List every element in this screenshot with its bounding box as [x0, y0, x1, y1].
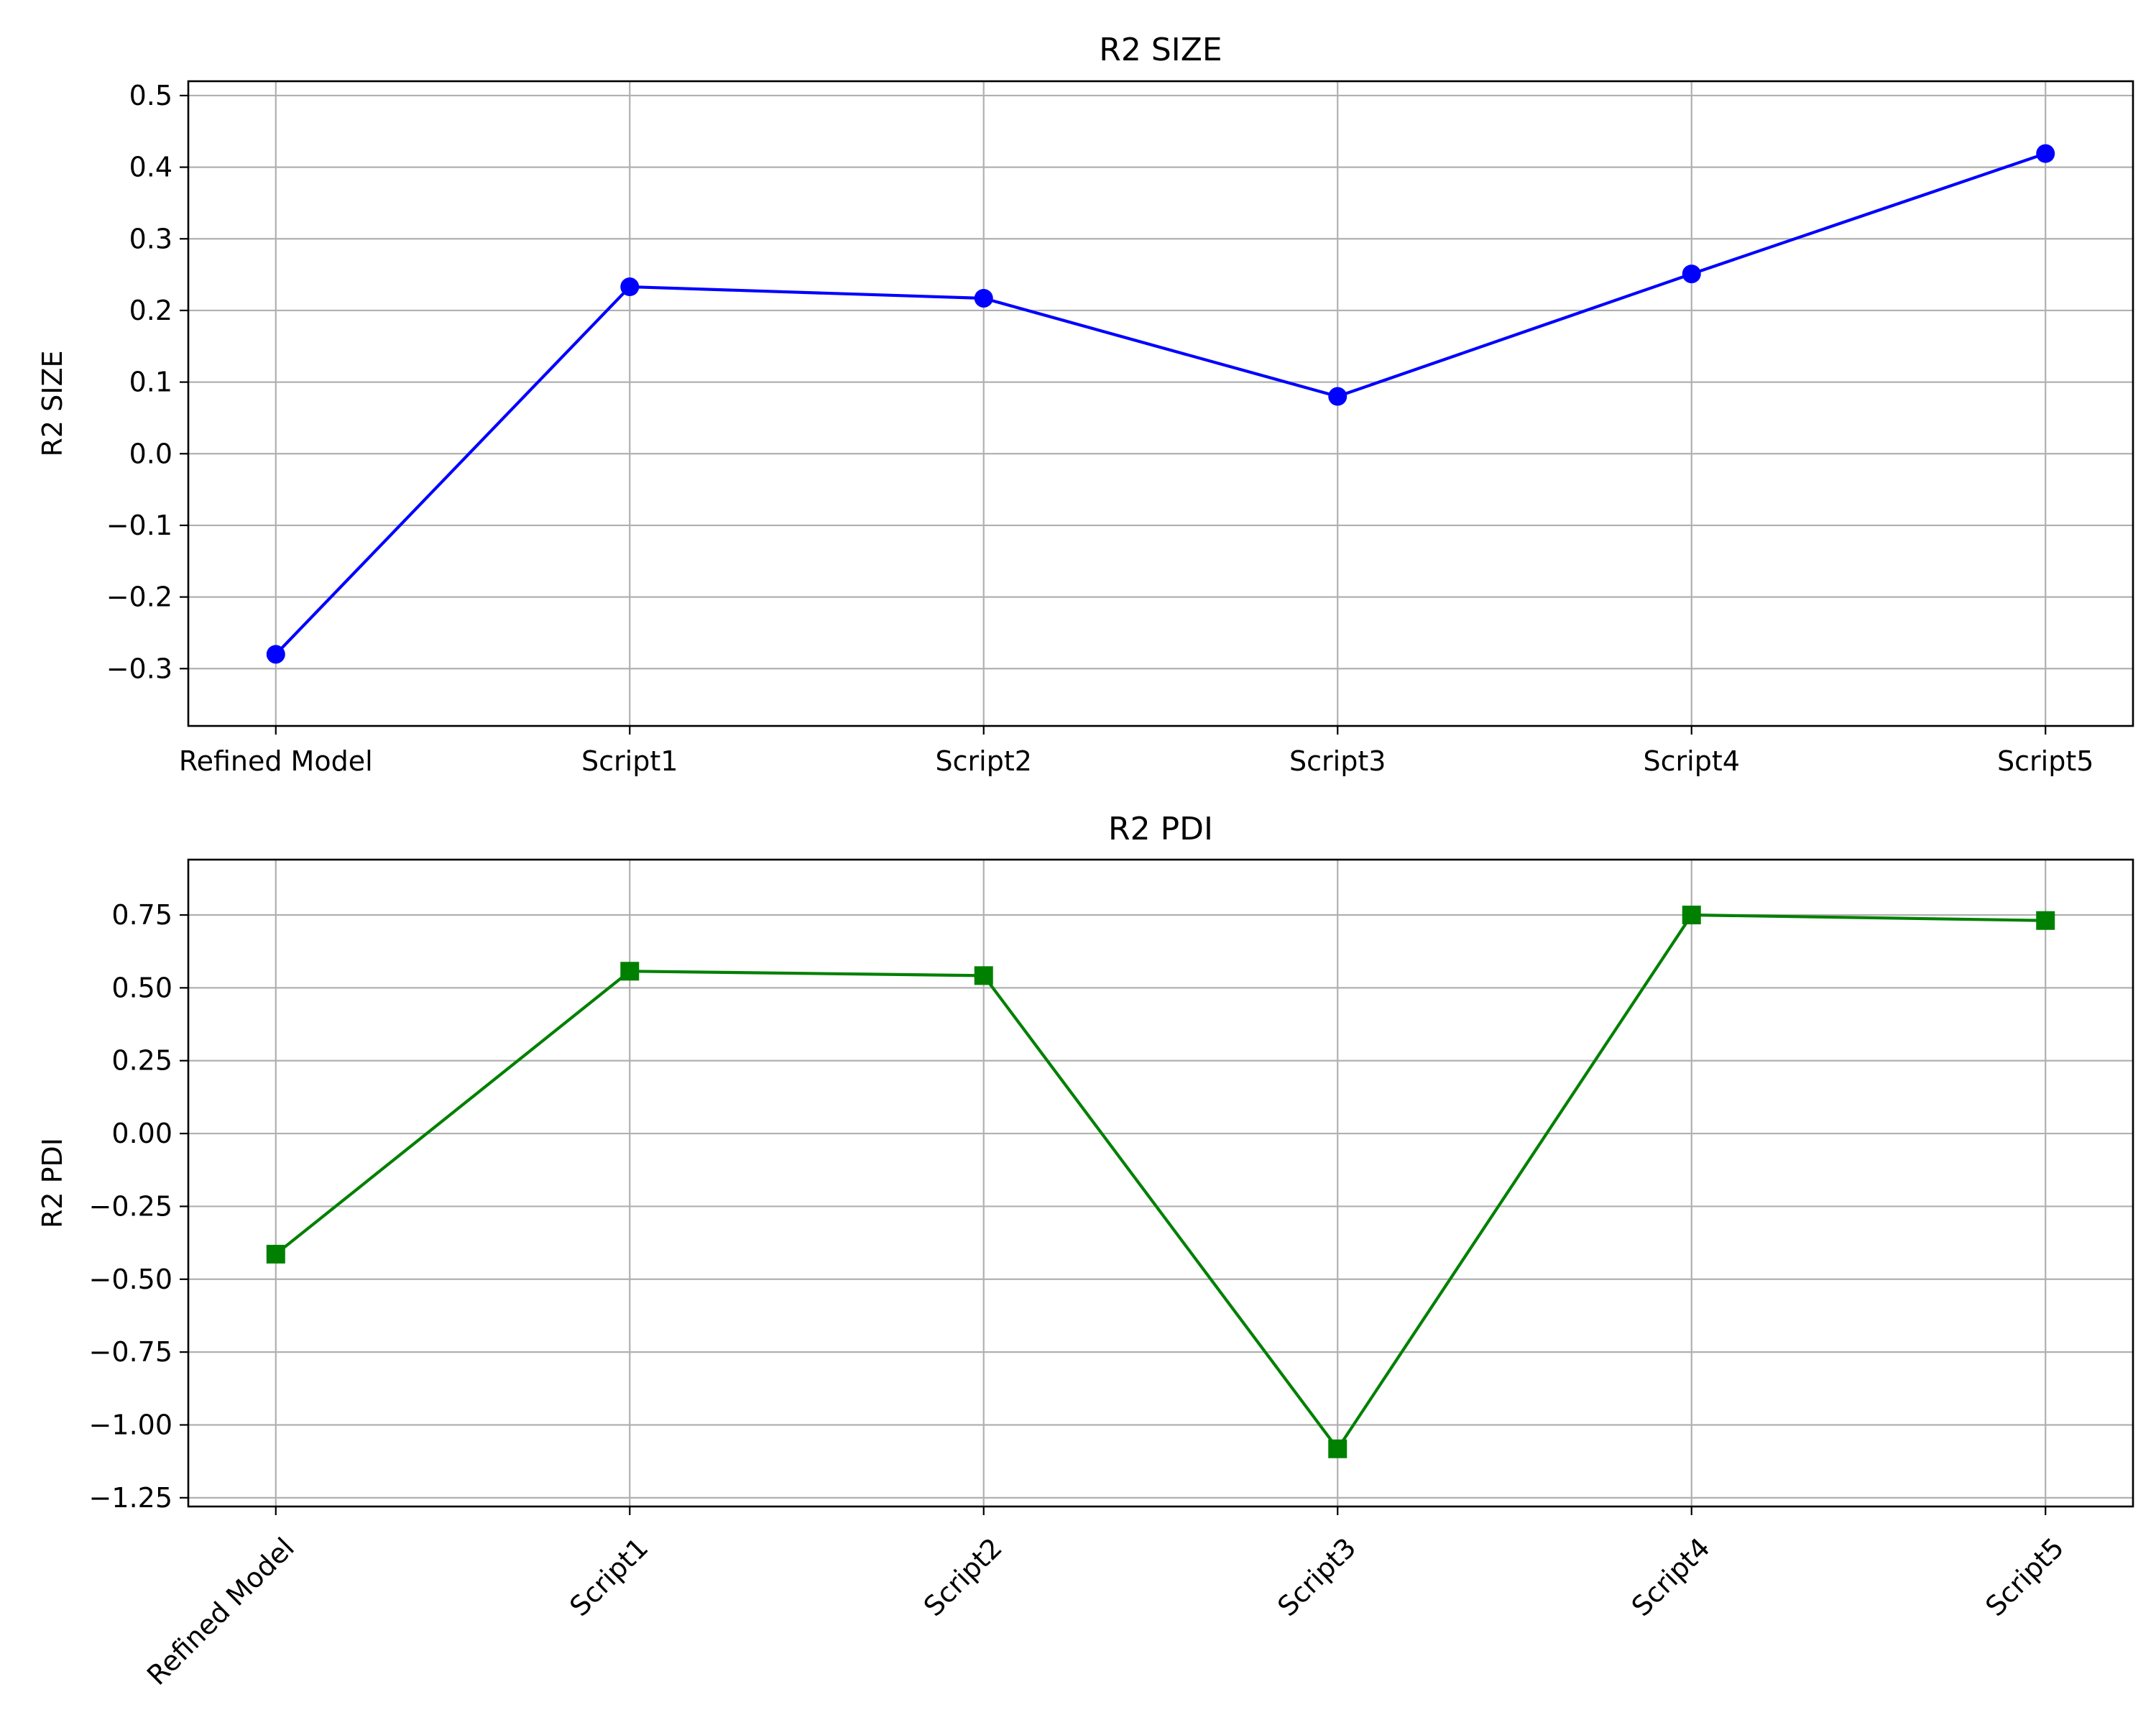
axes-frame: [187, 858, 2134, 1508]
y-tick-label: 0.75: [111, 899, 172, 931]
y-tick-label: −1.00: [89, 1409, 172, 1440]
x-tick-label: Script4: [1644, 745, 1740, 777]
x-tick-label: Script2: [936, 745, 1032, 777]
x-tick-label: Script1: [581, 745, 678, 777]
y-tick-label: 0.25: [111, 1045, 172, 1077]
y-tick-label: 0.2: [129, 295, 172, 326]
data-point: [1682, 906, 1701, 925]
y-tick-label: −0.75: [89, 1336, 172, 1368]
y-tick-label: 0.1: [129, 367, 172, 398]
y-tick-label: −0.25: [89, 1190, 172, 1222]
data-point: [2036, 144, 2055, 163]
y-tick-label: 0.0: [129, 438, 172, 469]
y-tick-label: −0.50: [89, 1264, 172, 1295]
y-tick-label: 0.5: [129, 80, 172, 111]
y-tick-label: 0.4: [129, 152, 172, 183]
data-point: [266, 645, 285, 664]
y-tick-label: 0.50: [111, 972, 172, 1003]
x-tick-label: Script3: [1271, 1532, 1362, 1622]
x-tick-label: Script5: [1979, 1532, 2070, 1622]
x-tick-label: Script4: [1626, 1532, 1716, 1622]
x-tick-label: Script1: [563, 1532, 654, 1622]
series-line: [275, 913, 2046, 1450]
y-axis-label: R2 SIZE: [37, 350, 68, 456]
x-tick-label: Script5: [1997, 745, 2093, 777]
axes-frame: [187, 80, 2134, 727]
data-point: [974, 288, 993, 308]
series-line: [275, 152, 2046, 656]
y-tick-label: −0.1: [106, 510, 172, 541]
data-point: [620, 277, 640, 297]
r2-size-chart: 0.5 0.4 0.3 0.2 0.1 0.0 −0.1 −0.2 −0.3 Refined Mo…: [37, 32, 2134, 777]
y-tick-label: −1.25: [89, 1482, 172, 1514]
data-point: [620, 962, 640, 981]
x-tick-label: Refined Model: [179, 745, 373, 777]
data-point: [1328, 1439, 1348, 1458]
r2-pdi-chart: 0.75 0.50 0.25 0.00 −0.25 −0.50 −0.75 −1.00 −1.2…: [37, 811, 2134, 1691]
y-tick-label: 0.00: [111, 1118, 172, 1149]
data-point: [266, 1244, 285, 1264]
x-tick-label: Script2: [918, 1532, 1008, 1622]
y-axis-label: R2 PDI: [37, 1138, 68, 1228]
y-tick-label: −0.2: [106, 581, 172, 613]
x-tick-label: Script3: [1289, 745, 1386, 777]
data-point: [974, 966, 993, 985]
chart-title: R2 SIZE: [1099, 32, 1222, 68]
chart-title: R2 PDI: [1108, 811, 1213, 847]
y-tick-label: −0.3: [106, 653, 172, 684]
x-tick-label: Refined Model: [141, 1532, 300, 1691]
data-point: [2036, 911, 2055, 930]
y-tick-label: 0.3: [129, 223, 172, 254]
data-point: [1328, 387, 1348, 406]
data-point: [1682, 264, 1701, 284]
